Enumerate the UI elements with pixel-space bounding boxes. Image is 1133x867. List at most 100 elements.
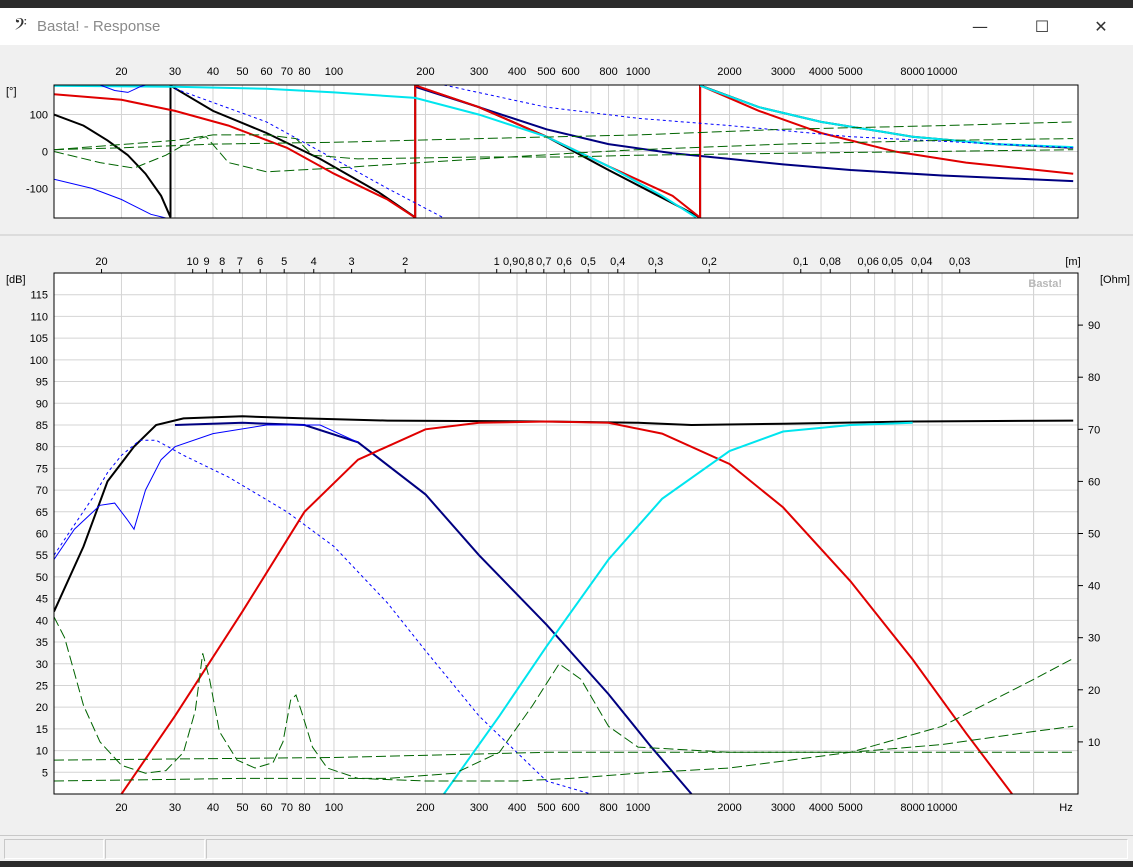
- spl-y-tick-label: 5: [42, 767, 48, 779]
- phase-x-tick-label: 8000: [900, 66, 924, 78]
- phase-series-group: [54, 85, 1074, 218]
- spl-y-tick-label: 55: [36, 550, 48, 562]
- spl-y-tick-label: 110: [30, 311, 48, 323]
- chart-area: 100 0 -100 20 30 40 50 60 70 80 100 200 300 400 500 600…: [0, 45, 1133, 835]
- spl-y-tick-label: 90: [36, 398, 48, 410]
- spl-x-tick-label: 50: [236, 802, 248, 814]
- status-panel-2: [105, 839, 205, 859]
- phase-x-tick-label: 200: [416, 66, 434, 78]
- spl-x-tick-label: 30: [169, 802, 181, 814]
- spl-y-tick-label: 25: [36, 680, 48, 692]
- spl-y-tick-label: 105: [30, 333, 48, 345]
- spl-y2-tick-label: 30: [1088, 633, 1100, 645]
- spl-series-line: [443, 421, 913, 794]
- wavelength-tick-label: 0,7: [536, 256, 551, 268]
- spl-y2-tick-label: 10: [1088, 737, 1100, 749]
- wavelength-tick-label: 0,08: [820, 256, 841, 268]
- spl-y-tick-label: 70: [36, 485, 48, 497]
- wavelength-tick-label: 1: [494, 256, 500, 268]
- watermark-text: Basta!: [1028, 278, 1062, 290]
- spl-y-tick-label: 65: [36, 507, 48, 519]
- wavelength-tick-label: 0,06: [858, 256, 879, 268]
- phase-x-tick-label: 10000: [927, 66, 958, 78]
- spl-y2-tick-label: 90: [1088, 320, 1100, 332]
- spl-y-axis-label: [dB]: [6, 274, 26, 286]
- spl-y2-tick-label: 80: [1088, 372, 1100, 384]
- wavelength-tick-label: 0,5: [581, 256, 596, 268]
- wavelength-tick-label: 0,4: [610, 256, 625, 268]
- impedance-series-line: [54, 663, 1074, 782]
- wavelength-tick-label: 0,3: [648, 256, 663, 268]
- phase-series-line: [54, 178, 167, 218]
- spl-y-tick-label: 15: [36, 724, 48, 736]
- spl-series-line: [174, 421, 693, 794]
- spl-x-tick-label: 40: [207, 802, 219, 814]
- phase-y-tick-label: 100: [30, 110, 48, 122]
- phase-x-tick-label: 800: [599, 66, 617, 78]
- phase-series-line: [699, 85, 1074, 149]
- spl-x-tick-label: 8000: [900, 802, 924, 814]
- phase-series-line: [99, 85, 146, 93]
- spl-x-tick-label: 300: [470, 802, 488, 814]
- spl-x-tick-label: 800: [599, 802, 617, 814]
- spl-x-axis-label: Hz: [1059, 802, 1072, 814]
- phase-x-tick-label: 60: [260, 66, 272, 78]
- wavelength-tick-label: 0,2: [702, 256, 717, 268]
- phase-x-tick-label: 3000: [771, 66, 795, 78]
- minimize-button[interactable]: —: [972, 17, 988, 36]
- spl-y-tick-label: 45: [36, 594, 48, 606]
- spl-y2-tick-label: 40: [1088, 581, 1100, 593]
- phase-x-tick-label: 50: [236, 66, 248, 78]
- impedance-series-line: [54, 616, 1074, 782]
- spl-x-tick-label: 60: [260, 802, 272, 814]
- spl-y-tick-label: 115: [30, 290, 48, 302]
- status-panel-3: [206, 839, 1128, 859]
- spl-plot-frame: [53, 272, 1079, 795]
- spl-y2-axis-label: [Ohm]: [1100, 274, 1130, 286]
- maximize-button[interactable]: ☐: [1034, 17, 1050, 36]
- spl-y-tick-label: 20: [36, 702, 48, 714]
- wavelength-tick-label: 0,1: [793, 256, 808, 268]
- phase-x-tick-label: 70: [281, 66, 293, 78]
- wavelength-tick-label: 20: [95, 256, 107, 268]
- phase-x-tick-label: 40: [207, 66, 219, 78]
- spl-x-tick-label: 500: [537, 802, 555, 814]
- impedance-series-line: [54, 751, 1074, 761]
- status-bar: [0, 835, 1133, 861]
- phase-x-tick-label: 300: [470, 66, 488, 78]
- wavelength-tick-label: 0,03: [949, 256, 970, 268]
- spl-x-tick-label: 100: [325, 802, 343, 814]
- phase-series-line: [54, 85, 697, 218]
- spl-x-tick-label: 4000: [809, 802, 833, 814]
- spl-y-tick-label: 95: [36, 377, 48, 389]
- spl-x-tick-label: 10000: [927, 802, 958, 814]
- phase-x-tick-label: 1000: [626, 66, 650, 78]
- wavelength-tick-label: 8: [219, 256, 225, 268]
- phase-series-line: [54, 121, 1074, 151]
- phase-series-line: [174, 88, 445, 218]
- title-bar: 𝄢 Basta! - Response — ☐ ✕: [0, 8, 1133, 45]
- spl-x-tick-label: 400: [508, 802, 526, 814]
- phase-x-tick-label: 30: [169, 66, 181, 78]
- wavelength-tick-label: 0,8: [519, 256, 534, 268]
- wavelength-axis-label: [m]: [1065, 256, 1080, 268]
- spl-y-tick-label: 40: [36, 615, 48, 627]
- spl-series-line: [54, 439, 1074, 794]
- spl-x-tick-label: 2000: [717, 802, 741, 814]
- wavelength-tick-label: 0,05: [882, 256, 903, 268]
- bass-clef-icon: 𝄢: [14, 14, 27, 38]
- close-button[interactable]: ✕: [1094, 17, 1108, 36]
- phase-x-tick-label: 2000: [717, 66, 741, 78]
- spl-y2-tick-label: 20: [1088, 685, 1100, 697]
- spl-y-tick-label: 100: [30, 355, 48, 367]
- phase-series-line: [54, 134, 1074, 160]
- spl-y2-tick-label: 60: [1088, 476, 1100, 488]
- spl-x-tick-label: 200: [416, 802, 434, 814]
- wavelength-tick-label: 2: [402, 256, 408, 268]
- wavelength-tick-label: 5: [281, 256, 287, 268]
- wavelength-tick-label: 0,04: [911, 256, 932, 268]
- phase-y-tick-label: -100: [26, 183, 48, 195]
- spl-y-tick-label: 75: [36, 463, 48, 475]
- spl-y2-tick-label: 70: [1088, 424, 1100, 436]
